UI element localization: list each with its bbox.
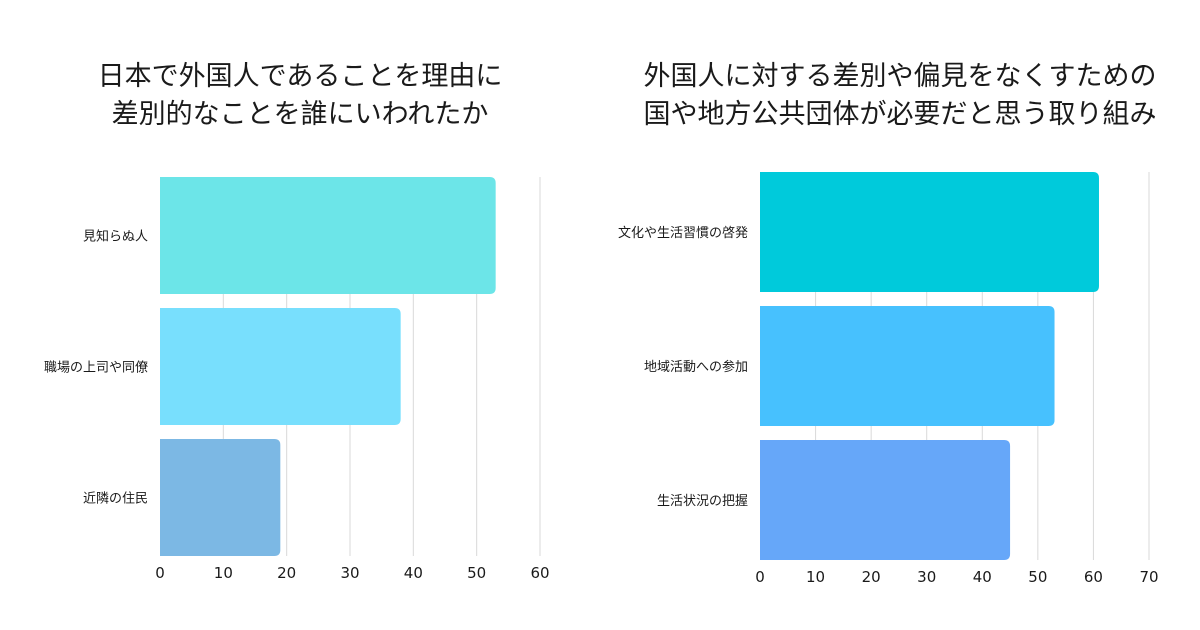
left-chart-title-line-2: 差別的なことを誰にいわれたか bbox=[111, 99, 489, 130]
right-chart-title-line-1: 外国人に対する差別や偏見をなくすための bbox=[643, 61, 1157, 92]
right-tick-label-30: 30 bbox=[917, 568, 936, 586]
left-chart-panel: 日本で外国人であることを理由に 差別的なことを誰にいわれたか 見知らぬ人職場の上… bbox=[0, 58, 600, 582]
left-tick-label-60: 60 bbox=[530, 564, 549, 582]
left-category-label-0: 見知らぬ人 bbox=[83, 229, 148, 245]
left-category-label-2: 近隣の住民 bbox=[83, 491, 148, 507]
left-tick-label-10: 10 bbox=[214, 564, 233, 582]
right-tick-label-70: 70 bbox=[1139, 568, 1158, 586]
right-tick-label-10: 10 bbox=[806, 568, 825, 586]
right-category-label-1: 地域活動への参加 bbox=[644, 359, 748, 375]
left-tick-label-20: 20 bbox=[277, 564, 296, 582]
right-chart-title: 外国人に対する差別や偏見をなくすための 国や地方公共団体が必要だと思う取り組み bbox=[600, 58, 1200, 134]
right-tick-label-0: 0 bbox=[755, 568, 765, 586]
right-tick-label-20: 20 bbox=[862, 568, 881, 586]
right-bar-0 bbox=[760, 172, 1099, 292]
left-tick-label-0: 0 bbox=[155, 564, 165, 582]
right-chart-title-line-2: 国や地方公共団体が必要だと思う取り組み bbox=[643, 99, 1157, 130]
right-category-label-0: 文化や生活習慣の啓発 bbox=[618, 225, 748, 241]
right-tick-label-40: 40 bbox=[973, 568, 992, 586]
right-category-label-2: 生活状況の把握 bbox=[657, 494, 748, 509]
left-tick-label-40: 40 bbox=[404, 564, 423, 582]
right-tick-label-50: 50 bbox=[1028, 568, 1047, 586]
right-tick-label-60: 60 bbox=[1084, 568, 1103, 586]
left-category-label-1: 職場の上司や同僚 bbox=[44, 361, 148, 376]
left-chart-title: 日本で外国人であることを理由に 差別的なことを誰にいわれたか bbox=[0, 58, 600, 134]
left-bar-0 bbox=[160, 177, 496, 294]
left-tick-label-30: 30 bbox=[340, 564, 359, 582]
left-chart-title-line-1: 日本で外国人であることを理由に bbox=[97, 61, 503, 92]
left-bar-2 bbox=[160, 439, 281, 556]
right-bar-1 bbox=[760, 306, 1055, 426]
left-tick-label-50: 50 bbox=[467, 564, 486, 582]
right-chart-panel: 外国人に対する差別や偏見をなくすための 国や地方公共団体が必要だと思う取り組み … bbox=[600, 0, 1200, 630]
left-bar-1 bbox=[160, 308, 401, 425]
right-bar-2 bbox=[760, 440, 1011, 560]
